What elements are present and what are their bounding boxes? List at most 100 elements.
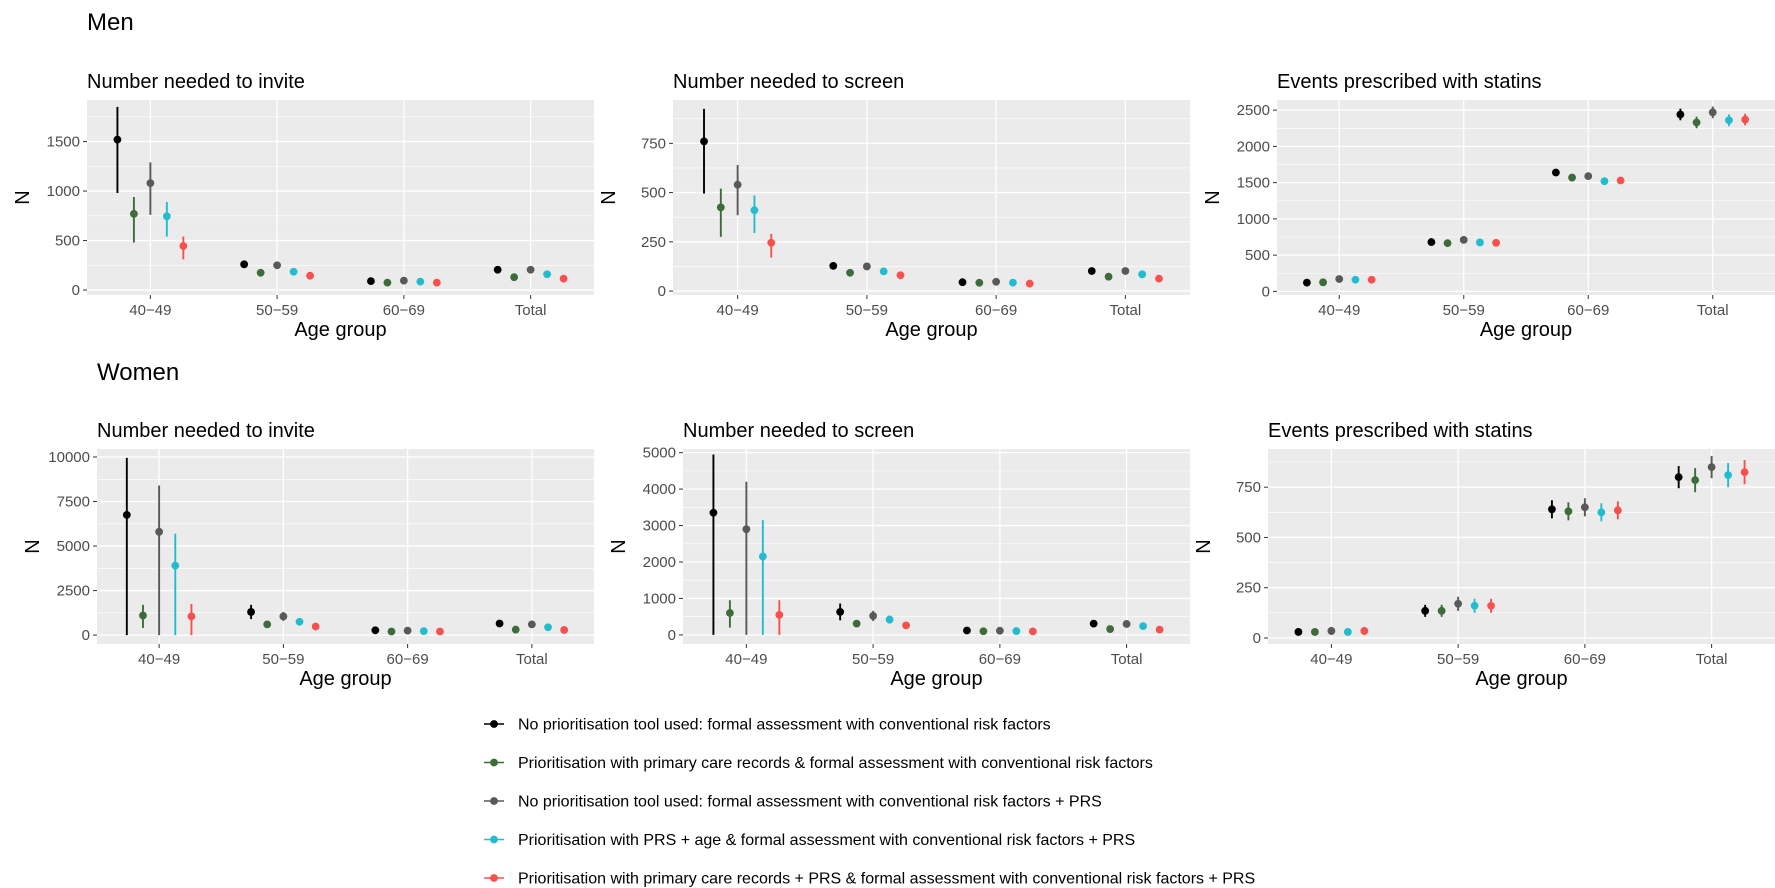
data-point [1708, 108, 1717, 117]
data-layer [1302, 106, 1750, 287]
data-point [1492, 238, 1501, 247]
data-point [1089, 619, 1098, 628]
panel-title: Events prescribed with statins [1277, 71, 1542, 93]
y-tick-label: 500 [641, 185, 666, 202]
data-point [256, 268, 265, 277]
data-point [1012, 627, 1021, 635]
y-tick-label: 0 [668, 627, 676, 644]
legend-item: Prioritisation with primary care records… [484, 871, 1255, 888]
x-axis-title: Age group [1480, 319, 1572, 341]
x-axis-title: Age group [299, 668, 391, 690]
data-point [716, 203, 725, 212]
legend-key-point [490, 720, 498, 728]
data-point [155, 527, 164, 536]
data-point [1674, 473, 1683, 482]
x-tick-label: 50−59 [1437, 651, 1479, 668]
data-point [829, 261, 838, 270]
data-point [1443, 239, 1452, 248]
data-layer [122, 457, 569, 636]
data-point [775, 610, 784, 619]
data-point [1568, 173, 1576, 182]
data-point [1437, 606, 1446, 615]
data-point [758, 552, 767, 561]
y-tick-label: 3000 [643, 518, 676, 535]
data-point [1584, 172, 1593, 181]
chart-panel: 0 500 1000 1500 40−49 50−59 60−69 Total Number n… [12, 71, 594, 341]
panel-title: Number needed to screen [683, 420, 914, 442]
y-tick-label: 500 [1236, 529, 1261, 546]
chart-panel: 0 250 500 750 40−49 50−59 60−69 Total Events pre… [1193, 420, 1775, 690]
y-tick-label: 0 [72, 282, 80, 299]
y-axis-title: N [608, 539, 630, 553]
x-axis-title: Age group [885, 319, 977, 341]
data-point [725, 609, 734, 617]
x-tick-label: 40−49 [129, 302, 171, 319]
data-point [1122, 620, 1131, 628]
y-tick-label: 1500 [1237, 175, 1270, 192]
data-point [1454, 599, 1463, 608]
chart-panel: 0 1000 2000 3000 4000 5000 40−49 50−59 60−69 Tota… [608, 420, 1190, 690]
panel-background [87, 100, 594, 295]
y-axis-title: N [598, 190, 620, 204]
y-tick-label: 5000 [57, 538, 90, 555]
y-tick-label: 0 [1253, 630, 1261, 647]
data-point [902, 621, 910, 630]
y-tick-label: 2000 [1237, 138, 1270, 155]
data-point [958, 278, 967, 287]
y-tick-label: 1000 [1237, 211, 1270, 228]
data-layer [700, 108, 1163, 288]
chart-panel: 0 500 1000 1500 2000 2500 40−49 50−59 60−69 Total… [1202, 71, 1775, 341]
x-tick-label: Total [1696, 651, 1728, 668]
data-point [1459, 236, 1468, 244]
chart-panel: 0 250 500 750 40−49 50−59 60−69 Total Number nee… [598, 71, 1190, 341]
y-tick-label: 1000 [643, 590, 676, 607]
data-point [146, 179, 155, 188]
legend-item: Prioritisation with primary care records… [484, 755, 1153, 772]
x-tick-label: 40−49 [725, 651, 767, 668]
x-tick-label: Total [516, 651, 548, 668]
x-tick-label: Total [1110, 302, 1142, 319]
data-point [1725, 116, 1733, 125]
data-point [963, 626, 971, 635]
chart-panel: 0 2500 5000 7500 10000 40−49 50−59 60−69 Total Nu… [22, 420, 594, 690]
data-point [403, 626, 412, 635]
data-point [836, 608, 845, 616]
data-point [1351, 275, 1360, 284]
panel-background [1268, 449, 1775, 644]
data-point [846, 268, 854, 277]
data-point [1294, 628, 1303, 636]
x-tick-label: 50−59 [1443, 302, 1485, 319]
data-point [1121, 267, 1130, 275]
panel-background [683, 449, 1190, 644]
legend-label: No prioritisation tool used: formal asse… [518, 717, 1051, 734]
y-tick-label: 7500 [57, 494, 90, 511]
data-point [742, 525, 751, 534]
data-point [495, 619, 504, 628]
data-point [279, 612, 288, 621]
legend-key-point [490, 835, 498, 844]
legend-key-point [490, 797, 498, 805]
data-point [1087, 267, 1096, 275]
panel-title: Number needed to invite [97, 420, 315, 442]
data-point [1580, 503, 1589, 512]
data-point [179, 242, 188, 250]
x-tick-label: 40−49 [1310, 651, 1352, 668]
data-point [1470, 601, 1479, 610]
data-point [1028, 627, 1037, 636]
x-tick-label: 50−59 [852, 651, 894, 668]
data-point [852, 619, 861, 628]
data-point [750, 206, 759, 215]
chart-panels: 0 500 1000 1500 40−49 50−59 60−69 Total Number n… [12, 71, 1775, 690]
data-point [1676, 110, 1685, 119]
x-tick-label: 40−49 [717, 302, 759, 319]
y-axis-title: N [1193, 539, 1215, 553]
data-point [862, 262, 871, 271]
data-point [387, 627, 396, 636]
legend-label: No prioritisation tool used: formal asse… [518, 794, 1102, 811]
x-tick-label: 40−49 [1318, 302, 1360, 319]
data-point [1692, 118, 1701, 127]
y-tick-label: 4000 [643, 481, 676, 498]
data-point [527, 620, 536, 629]
data-point [171, 561, 180, 570]
data-point [1327, 627, 1336, 635]
